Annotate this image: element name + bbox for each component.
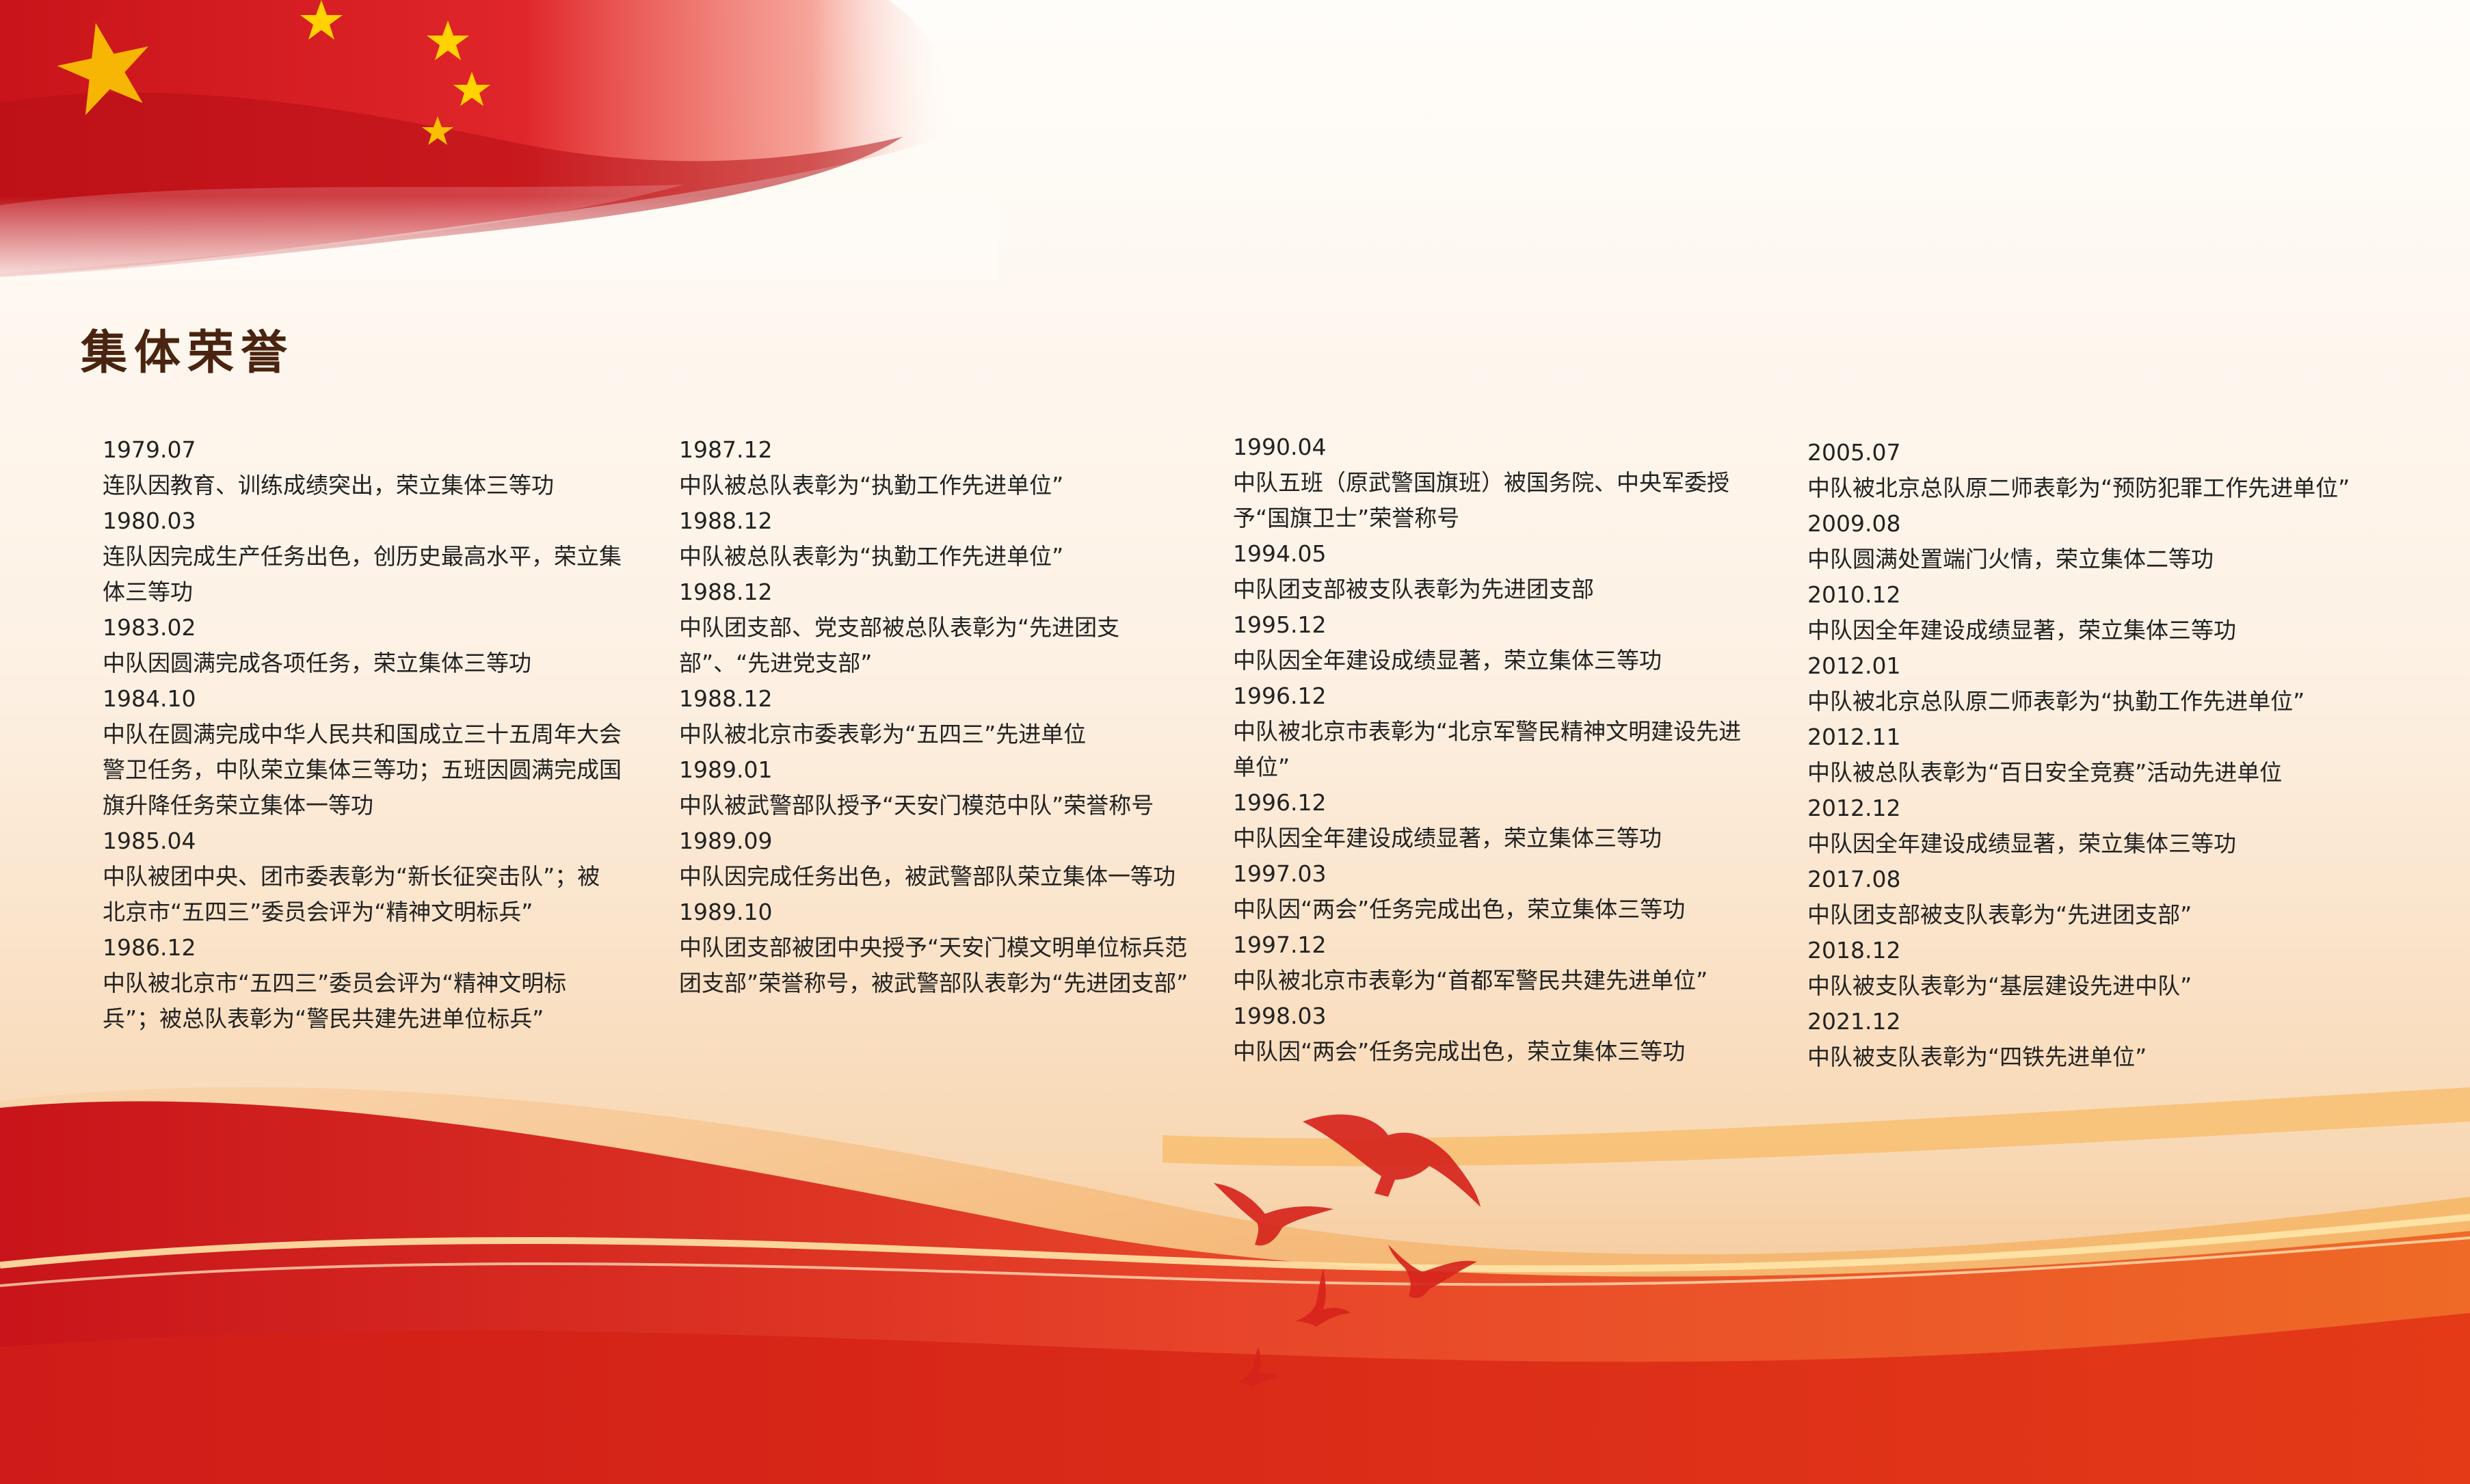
dove-icon	[1214, 1114, 1480, 1387]
entry-description: 中队被总队表彰为“百日安全竞赛”活动先进单位	[1807, 759, 2283, 786]
flag-icon	[0, 0, 998, 280]
entry-date: 2010.12	[1807, 581, 1901, 608]
entry-description: 中队团支部被支队表彰为“先进团支部”	[1807, 901, 2192, 928]
entry-description: 中队因全年建设成绩显著，荣立集体三等功	[1233, 825, 1662, 851]
entry-description: 中队因“两会”任务完成出色，荣立集体三等功	[1233, 896, 1686, 923]
entry-date: 1994.05	[1233, 540, 1327, 567]
honor-entry: 2021.12 中队被支队表彰为“四铁先进单位”	[1807, 1004, 2375, 1075]
entry-description: 中队被团中央、团市委表彰为“新长征突击队”；被北京市“五四三”委员会评为“精神文…	[103, 863, 600, 925]
entry-description: 中队团支部、党支部被总队表彰为“先进团支部”、“先进党支部”	[679, 614, 1120, 676]
honor-column-3: 1990.04 中队五班（原武警国旗班）被国务院、中央军委授予“国旗卫士”荣誉称…	[1233, 429, 1753, 1070]
entry-date: 1989.10	[679, 899, 773, 925]
honor-entry: 1990.04 中队五班（原武警国旗班）被国务院、中央军委授予“国旗卫士”荣誉称…	[1233, 429, 1753, 536]
entry-description: 中队五班（原武警国旗班）被国务院、中央军委授予“国旗卫士”荣誉称号	[1233, 469, 1729, 531]
entry-description: 中队被总队表彰为“执勤工作先进单位”	[679, 543, 1064, 570]
wave-band	[0, 1060, 2470, 1484]
honor-entry: 1987.12 中队被总队表彰为“执勤工作先进单位”	[679, 432, 1199, 503]
honor-entry: 1983.02 中队因圆满完成各项任务，荣立集体三等功	[103, 610, 622, 681]
honor-entry: 1997.03 中队因“两会”任务完成出色，荣立集体三等功	[1233, 856, 1753, 927]
honor-entry: 2005.07 中队被北京总队原二师表彰为“预防犯罪工作先进单位”	[1807, 435, 2375, 506]
honor-entry: 1989.09 中队因完成任务出色，被武警部队荣立集体一等功	[679, 823, 1199, 895]
entry-description: 中队因全年建设成绩显著，荣立集体三等功	[1807, 830, 2236, 857]
honor-entry: 1995.12 中队因全年建设成绩显著，荣立集体三等功	[1233, 607, 1753, 678]
entry-date: 1979.07	[103, 436, 196, 463]
entry-date: 1989.09	[679, 827, 773, 854]
entry-description: 中队被支队表彰为“四铁先进单位”	[1807, 1044, 2147, 1070]
entry-date: 1986.12	[103, 934, 196, 961]
entry-description: 中队被北京市表彰为“北京军警民精神文明建设先进单位”	[1233, 718, 1742, 780]
honor-column-2: 1987.12 中队被总队表彰为“执勤工作先进单位” 1988.12 中队被总队…	[679, 432, 1199, 1001]
honor-entry: 1989.10 中队团支部被团中央授予“天安门模文明单位标兵范团支部”荣誉称号，…	[679, 895, 1199, 1001]
entry-date: 1989.01	[679, 756, 773, 783]
entry-date: 1995.12	[1233, 611, 1327, 638]
entry-date: 1996.12	[1233, 789, 1327, 816]
honor-entry: 1988.12 中队团支部、党支部被总队表彰为“先进团支部”、“先进党支部”	[679, 574, 1199, 681]
entry-description: 中队被北京市“五四三”委员会评为“精神文明标兵”；被总队表彰为“警民共建先进单位…	[103, 970, 567, 1032]
entry-description: 中队被北京市委表彰为“五四三”先进单位	[679, 721, 1087, 747]
entry-date: 1988.12	[679, 579, 773, 605]
honor-column-1: 1979.07 连队因教育、训练成绩突出，荣立集体三等功 1980.03 连队因…	[103, 432, 622, 1037]
entry-description: 中队因完成任务出色，被武警部队荣立集体一等功	[679, 863, 1176, 890]
entry-date: 1984.10	[103, 685, 196, 712]
entry-date: 1990.04	[1233, 434, 1327, 460]
entry-description: 中队圆满处置端门火情，荣立集体二等功	[1807, 546, 2214, 572]
honor-entry: 1997.12 中队被北京市表彰为“首都军警民共建先进单位”	[1233, 927, 1753, 998]
entry-description: 中队在圆满完成中华人民共和国成立三十五周年大会警卫任务，中队荣立集体三等功；五班…	[103, 721, 622, 819]
entry-date: 1980.03	[103, 507, 196, 534]
entry-description: 中队被北京市表彰为“首都军警民共建先进单位”	[1233, 967, 1708, 994]
entry-description: 连队因教育、训练成绩突出，荣立集体三等功	[103, 472, 554, 499]
entry-date: 2017.08	[1807, 866, 1901, 892]
honor-entry: 1996.12 中队因全年建设成绩显著，荣立集体三等功	[1233, 785, 1753, 856]
entry-date: 1983.02	[103, 614, 196, 641]
honor-entry: 2017.08 中队团支部被支队表彰为“先进团支部”	[1807, 862, 2375, 933]
entry-date: 2012.12	[1807, 795, 1901, 821]
honor-entry: 1998.03 中队因“两会”任务完成出色，荣立集体三等功	[1233, 998, 1753, 1070]
entry-date: 1997.03	[1233, 860, 1327, 887]
honor-entry: 1994.05 中队团支部被支队表彰为先进团支部	[1233, 536, 1753, 607]
honor-entry: 2012.01 中队被北京总队原二师表彰为“执勤工作先进单位”	[1807, 648, 2375, 719]
entry-description: 中队被武警部队授予“天安门模范中队”荣誉称号	[679, 792, 1154, 819]
entry-date: 1998.03	[1233, 1003, 1327, 1029]
entry-date: 1987.12	[679, 436, 773, 463]
entry-date: 2021.12	[1807, 1008, 1901, 1035]
honor-entry: 2012.12 中队因全年建设成绩显著，荣立集体三等功	[1807, 791, 2375, 862]
honor-entry: 1980.03 连队因完成生产任务出色，创历史最高水平，荣立集体三等功	[103, 503, 622, 610]
entry-date: 1988.12	[679, 685, 773, 712]
honor-entry: 2012.11 中队被总队表彰为“百日安全竞赛”活动先进单位	[1807, 719, 2375, 791]
honor-entry: 2010.12 中队因全年建设成绩显著，荣立集体三等功	[1807, 577, 2375, 648]
entry-date: 2012.11	[1807, 724, 1901, 750]
honor-entry: 1988.12 中队被总队表彰为“执勤工作先进单位”	[679, 503, 1199, 574]
entry-description: 中队因全年建设成绩显著，荣立集体三等功	[1807, 617, 2236, 644]
entry-description: 中队因“两会”任务完成出色，荣立集体三等功	[1233, 1038, 1686, 1065]
honor-entry: 1988.12 中队被北京市委表彰为“五四三”先进单位	[679, 681, 1199, 752]
entry-description: 中队被北京总队原二师表彰为“预防犯罪工作先进单位”	[1807, 475, 2350, 501]
entry-date: 1997.12	[1233, 931, 1327, 958]
honor-entry: 2018.12 中队被支队表彰为“基层建设先进中队”	[1807, 933, 2375, 1004]
honor-entry: 1984.10 中队在圆满完成中华人民共和国成立三十五周年大会警卫任务，中队荣立…	[103, 681, 622, 823]
entry-description: 中队因全年建设成绩显著，荣立集体三等功	[1233, 647, 1662, 674]
honor-entry: 1985.04 中队被团中央、团市委表彰为“新长征突击队”；被北京市“五四三”委…	[103, 823, 622, 930]
entry-date: 1988.12	[679, 507, 773, 534]
honor-entry: 1996.12 中队被北京市表彰为“北京军警民精神文明建设先进单位”	[1233, 678, 1753, 785]
entry-date: 2005.07	[1807, 439, 1901, 466]
entry-date: 2018.12	[1807, 937, 1901, 964]
honor-entry: 1989.01 中队被武警部队授予“天安门模范中队”荣誉称号	[679, 752, 1199, 823]
entry-date: 2009.08	[1807, 510, 1901, 537]
entry-date: 1985.04	[103, 827, 196, 854]
honor-entry: 2009.08 中队圆满处置端门火情，荣立集体二等功	[1807, 506, 2375, 577]
entry-description: 中队被支队表彰为“基层建设先进中队”	[1807, 972, 2192, 999]
honor-entry: 1986.12 中队被北京市“五四三”委员会评为“精神文明标兵”；被总队表彰为“…	[103, 930, 622, 1037]
honor-entry: 1979.07 连队因教育、训练成绩突出，荣立集体三等功	[103, 432, 622, 503]
honor-column-4: 2005.07 中队被北京总队原二师表彰为“预防犯罪工作先进单位” 2009.0…	[1807, 435, 2375, 1075]
entry-description: 连队因完成生产任务出色，创历史最高水平，荣立集体三等功	[103, 543, 622, 605]
entry-description: 中队被北京总队原二师表彰为“执勤工作先进单位”	[1807, 688, 2305, 715]
page-title: 集体荣誉	[81, 326, 295, 380]
entry-description: 中队因圆满完成各项任务，荣立集体三等功	[103, 650, 531, 676]
entry-date: 2012.01	[1807, 652, 1901, 679]
entry-date: 1996.12	[1233, 683, 1327, 709]
entry-description: 中队被总队表彰为“执勤工作先进单位”	[679, 472, 1064, 499]
entry-description: 中队团支部被支队表彰为先进团支部	[1233, 576, 1594, 602]
entry-description: 中队团支部被团中央授予“天安门模文明单位标兵范团支部”荣誉称号，被武警部队表彰为…	[679, 934, 1188, 996]
